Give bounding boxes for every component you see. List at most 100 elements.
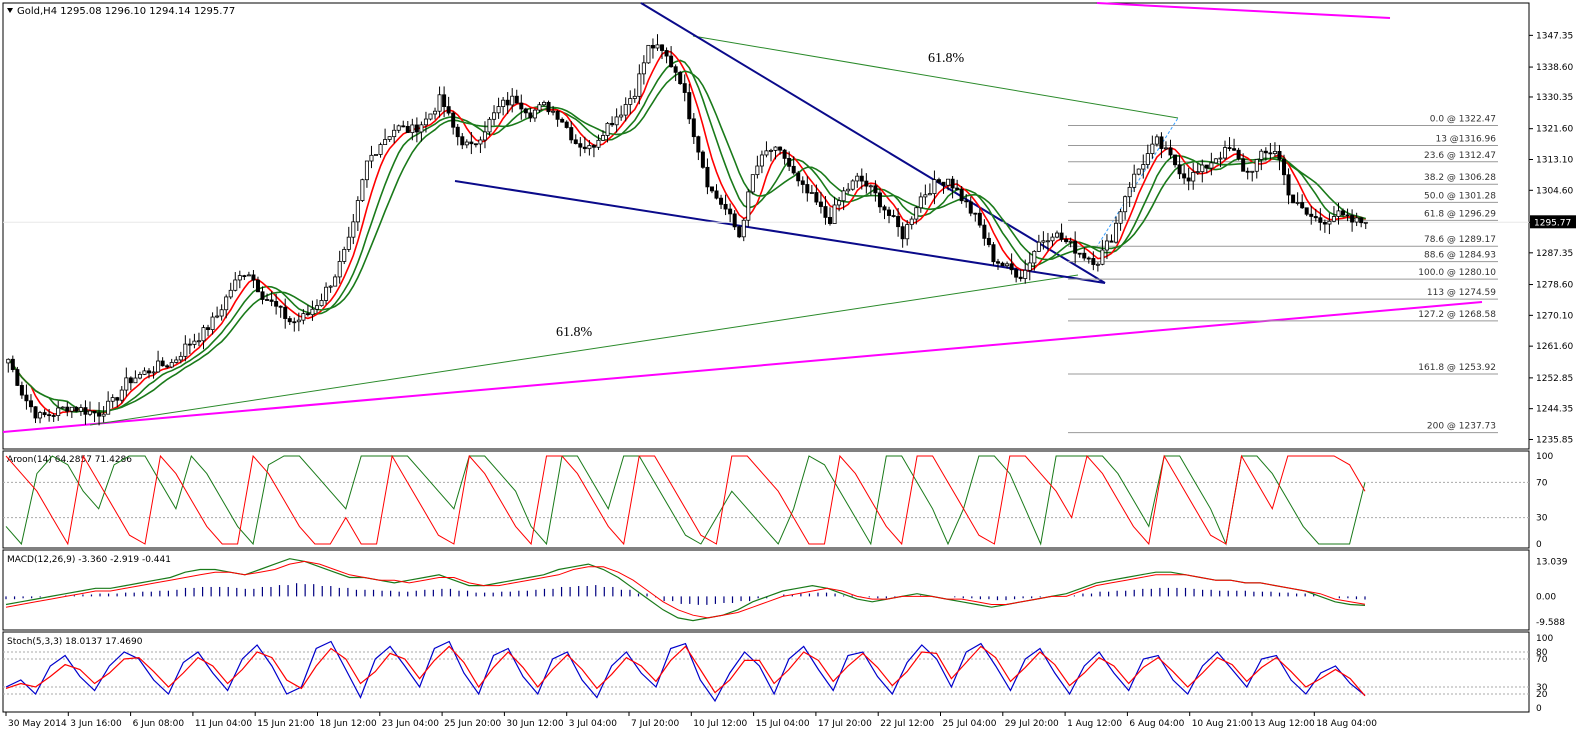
- candle-body: [1100, 249, 1105, 265]
- price-tick-label: 1278.60: [1536, 281, 1573, 291]
- price-tick-label: 1261.60: [1536, 342, 1573, 352]
- fib-anchor-dashed[interactable]: [1095, 117, 1179, 249]
- candle-body: [183, 343, 188, 357]
- candle-body: [478, 139, 483, 145]
- candle-body: [541, 101, 546, 106]
- candle-body: [641, 62, 646, 75]
- candle-body: [918, 196, 923, 209]
- pink-upper-trendline[interactable]: [1096, 2, 1391, 19]
- candle-body: [219, 309, 224, 317]
- candle-body: [1168, 147, 1173, 156]
- candle-body: [305, 313, 310, 316]
- candle-body: [473, 143, 478, 146]
- candle-body: [101, 413, 106, 417]
- candle-body: [419, 124, 424, 133]
- candle-body: [1331, 216, 1336, 222]
- candle-body: [746, 191, 751, 221]
- candle-body: [38, 412, 43, 419]
- aroon-lines: 100 70 30 0: [3, 452, 1553, 550]
- candle-body: [1086, 257, 1091, 260]
- channel-lower-line[interactable]: [454, 180, 1106, 284]
- green-fan-upper[interactable]: [692, 35, 1179, 119]
- candle-body: [47, 414, 52, 417]
- candle-body: [764, 150, 769, 156]
- candle-body: [319, 300, 324, 307]
- candle-body: [587, 145, 592, 150]
- candle-body: [442, 94, 447, 107]
- candle-body: [1014, 269, 1019, 278]
- candle-body: [855, 175, 860, 182]
- candle-body: [650, 44, 655, 49]
- indicator-tick-label: 13.039: [1536, 557, 1568, 567]
- candle-body: [932, 179, 937, 194]
- candle-body: [1182, 173, 1187, 179]
- aroon-up-line: [5, 454, 1366, 546]
- candle-body: [237, 275, 242, 281]
- candle-body: [523, 108, 528, 114]
- candle-body: [1259, 150, 1264, 160]
- candle-body: [19, 385, 24, 396]
- candle-body: [1236, 149, 1241, 160]
- candle-body: [246, 274, 251, 277]
- candle-body: [660, 44, 665, 51]
- fib-level-label: 200 @ 1237.73: [1427, 422, 1496, 432]
- moving-averages: [7, 50, 1367, 415]
- current-price-value: 1295.77: [1534, 218, 1571, 228]
- candle-body: [1036, 241, 1041, 252]
- candle-body: [941, 181, 946, 186]
- candle-body: [818, 201, 823, 207]
- candle-body: [287, 318, 292, 323]
- candle-body: [759, 154, 764, 167]
- candle-body: [187, 343, 192, 346]
- indicator-tick-label: 70: [1536, 655, 1548, 665]
- candle-body: [519, 102, 524, 110]
- candle-body: [10, 358, 15, 370]
- candle-body: [1027, 262, 1032, 271]
- candle-body: [296, 319, 301, 323]
- indicator-tick-label: 30: [1536, 514, 1548, 524]
- candle-body: [487, 118, 492, 133]
- candle-body: [968, 201, 973, 214]
- stoch-panel: [2, 631, 1530, 713]
- candle-body: [374, 154, 379, 156]
- candle-body: [464, 141, 469, 146]
- candle-body: [1091, 258, 1096, 265]
- candle-body: [364, 160, 369, 181]
- fib-level-label: 61.8 @ 1296.29: [1424, 209, 1496, 219]
- candle-body: [1341, 210, 1346, 216]
- candle-body: [637, 73, 642, 97]
- fib-label-top: 61.8%: [928, 51, 965, 66]
- aroon-down-line: [5, 454, 1366, 546]
- candle-body: [596, 139, 601, 148]
- candle-body: [1186, 177, 1191, 182]
- candle-body: [614, 116, 619, 126]
- menu-triangle-icon[interactable]: [7, 8, 13, 13]
- pink-lower-trendline[interactable]: [2, 301, 1483, 433]
- indicator-tick-label: 20: [1536, 690, 1548, 700]
- candle-body: [909, 218, 914, 225]
- fib-level-label: 127.2 @ 1268.58: [1418, 310, 1496, 320]
- stoch-signal-line: [5, 645, 1366, 697]
- candle-body: [460, 136, 465, 146]
- time-tick-label: 7 Jul 20:00: [631, 719, 680, 729]
- candle-body: [283, 306, 288, 319]
- candle-body: [178, 355, 183, 361]
- candle-body: [655, 44, 660, 49]
- candle-body: [351, 221, 356, 238]
- candle-body: [1045, 240, 1050, 243]
- candle-body: [1350, 214, 1355, 223]
- candle-body: [591, 145, 596, 148]
- candle-body: [623, 104, 628, 116]
- candle-body: [455, 126, 460, 138]
- candle-body: [206, 327, 211, 330]
- candle-body: [401, 125, 406, 128]
- channel-upper-line[interactable]: [640, 2, 1106, 284]
- green-fan-lower[interactable]: [89, 274, 1079, 426]
- candle-body: [646, 44, 651, 64]
- candle-body: [274, 301, 279, 307]
- candle-body: [1232, 148, 1237, 151]
- indicator-tick-label: 30: [1536, 683, 1548, 693]
- candle-body: [791, 165, 796, 174]
